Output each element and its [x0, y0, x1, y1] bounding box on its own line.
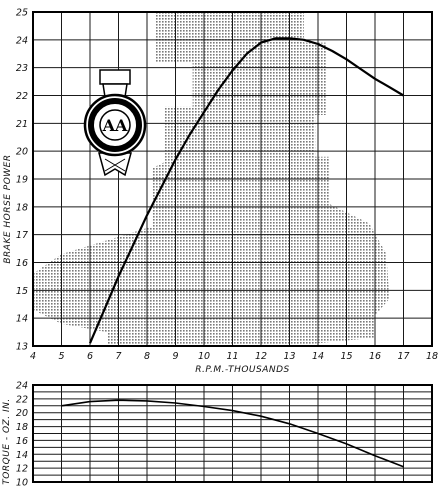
x-tick-label: 14	[312, 351, 324, 362]
x-tick-label: 17	[397, 351, 409, 362]
x-tick-label: 8	[144, 351, 150, 362]
torque-curve-line	[61, 399, 404, 468]
y-tick-label: 20	[16, 147, 28, 158]
x-tick-label: 10	[198, 351, 210, 362]
badge-center	[99, 109, 131, 141]
y-tick-label: 24	[16, 35, 28, 46]
y-axis-title: TORQUE - OZ. IN.	[2, 398, 12, 484]
power-chart-panel: 13 14 15 16 17 18 19 20 21 22 23 24 25 4 5 6 7 8 9 10 11 12 13…	[3, 8, 438, 376]
x-tick-label: 12	[255, 351, 267, 362]
x-tick-label: 6	[87, 351, 93, 362]
torque-chart-panel: 10 12 14 16 18 20 22 24 TORQUE - OZ. IN.	[2, 381, 433, 489]
y-tick-label: 16	[16, 436, 28, 447]
x-axis-title: R.P.M.-THOUSANDS	[195, 365, 290, 375]
y-tick-label: 20	[16, 408, 28, 419]
y-tick-label: 14	[16, 314, 28, 325]
x-tick-label: 15	[340, 351, 352, 362]
x-tick-label: 5	[58, 351, 64, 362]
x-tick-label: 16	[369, 351, 381, 362]
automobile-club-badge: AA	[83, 69, 147, 177]
x-tick-label: 11	[226, 351, 238, 362]
y-tick-label: 14	[16, 450, 28, 461]
badge-monogram: AA	[102, 116, 128, 135]
torque-grid	[32, 384, 433, 483]
y-tick-label: 10	[16, 478, 28, 489]
y-tick-label: 18	[16, 202, 28, 213]
y-tick-label: 23	[16, 63, 28, 74]
power-plot-frame	[32, 11, 433, 347]
y-axis-title: BRAKE HORSE POWER	[3, 154, 13, 263]
y-tick-label: 21	[16, 119, 28, 130]
y-tick-label: 13	[16, 342, 28, 353]
y-tick-label: 16	[16, 258, 28, 269]
y-tick-label: 19	[16, 175, 28, 186]
y-tick-label: 17	[16, 230, 28, 241]
y-tick-label: 18	[16, 422, 28, 433]
y-tick-label: 22	[16, 91, 28, 102]
y-tick-label: 15	[16, 286, 28, 297]
y-tick-label: 25	[16, 8, 28, 19]
x-tick-label: 13	[283, 351, 295, 362]
y-tick-label: 12	[16, 464, 28, 475]
x-tick-label: 9	[172, 351, 178, 362]
y-tick-label: 24	[16, 381, 28, 392]
x-tick-label: 7	[115, 351, 121, 362]
badge-ribbon-stripe	[104, 158, 126, 172]
badge-crown-top	[99, 69, 131, 85]
torque-plot-frame	[32, 384, 433, 483]
badge-ribbon	[98, 152, 132, 177]
power-curve-line	[88, 37, 405, 344]
x-tick-label: 18	[426, 351, 438, 362]
y-tick-label: 22	[16, 394, 28, 405]
x-tick-label: 4	[30, 351, 36, 362]
